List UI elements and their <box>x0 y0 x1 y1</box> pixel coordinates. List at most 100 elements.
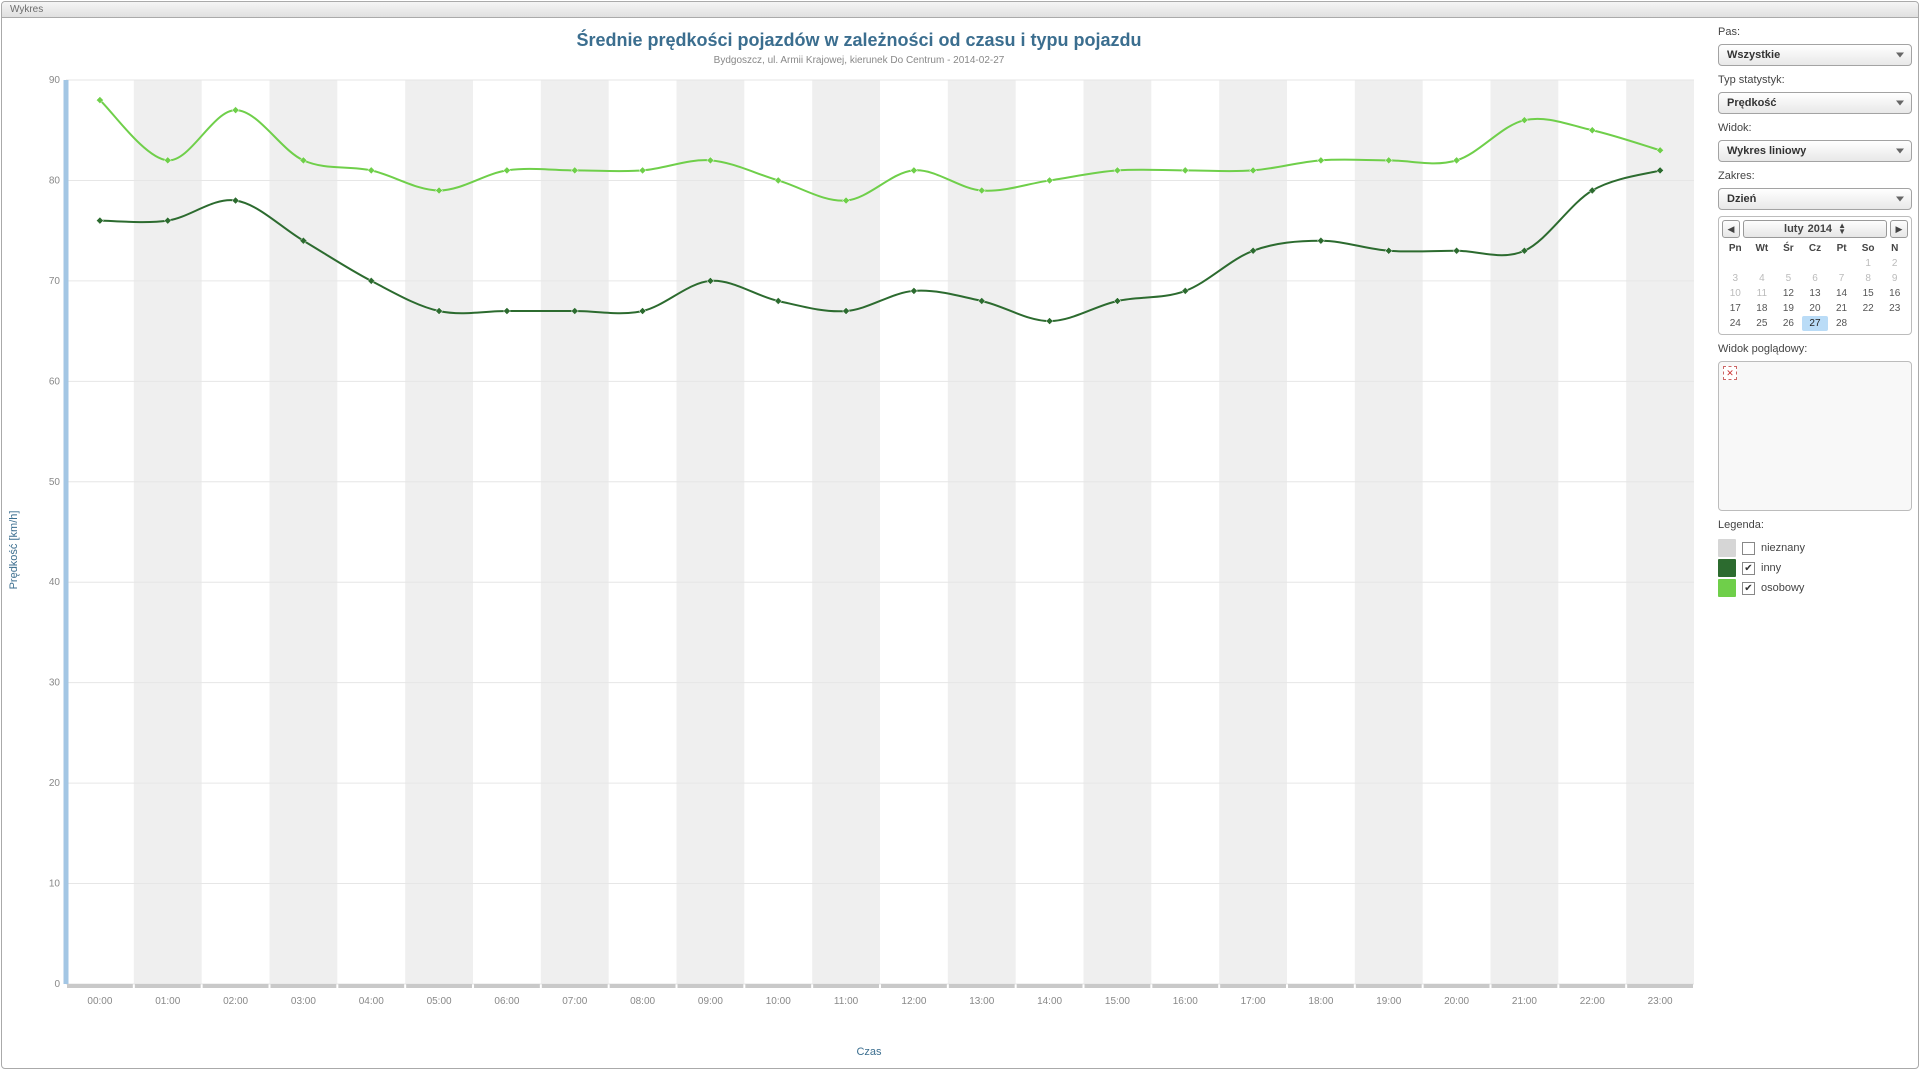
svg-text:20: 20 <box>49 778 61 789</box>
label-typ: Typ statystyk: <box>1718 74 1912 86</box>
svg-text:30: 30 <box>49 678 61 689</box>
label-pas: Pas: <box>1718 26 1912 38</box>
calendar-grid: PnWtŚrCzPtSoN123456789101112131415161718… <box>1722 241 1908 331</box>
select-zakres[interactable]: Dzień <box>1718 188 1912 210</box>
select-typ[interactable]: Prędkość <box>1718 92 1912 114</box>
overview-panel: ✕ <box>1718 361 1912 511</box>
legend-checkbox[interactable]: ✔ <box>1742 582 1755 595</box>
calendar-day-empty <box>1722 256 1749 271</box>
legend-item[interactable]: ✔ osobowy <box>1718 579 1912 597</box>
svg-text:03:00: 03:00 <box>291 996 316 1007</box>
svg-text:09:00: 09:00 <box>698 996 723 1007</box>
calendar-dow: Pt <box>1828 241 1855 256</box>
select-widok[interactable]: Wykres liniowy <box>1718 140 1912 162</box>
svg-text:20:00: 20:00 <box>1444 996 1469 1007</box>
legend-checkbox[interactable] <box>1742 542 1755 555</box>
svg-text:80: 80 <box>49 175 61 186</box>
legend-label: osobowy <box>1761 582 1804 594</box>
calendar-day[interactable]: 24 <box>1722 316 1749 331</box>
svg-text:17:00: 17:00 <box>1241 996 1266 1007</box>
line-chart: 010203040506070809000:0001:0002:0003:000… <box>38 76 1700 1012</box>
calendar-day-empty <box>1802 256 1829 271</box>
chart-window: Wykres Średnie prędkości pojazdów w zale… <box>1 1 1919 1069</box>
y-axis-title: Prędkość [km/h] <box>8 511 20 590</box>
chart-panel: Średnie prędkości pojazdów w zależności … <box>8 24 1710 1062</box>
window-tab[interactable]: Wykres <box>2 2 1918 18</box>
calendar-day-empty <box>1775 256 1802 271</box>
svg-text:50: 50 <box>49 477 61 488</box>
legend-item[interactable]: ✔ inny <box>1718 559 1912 577</box>
svg-text:23:00: 23:00 <box>1648 996 1673 1007</box>
calendar-day[interactable]: 13 <box>1802 286 1829 301</box>
calendar-dow: Śr <box>1775 241 1802 256</box>
legend: nieznany ✔ inny ✔ osobowy <box>1718 537 1912 599</box>
calendar-day[interactable]: 4 <box>1749 271 1776 286</box>
calendar-prev-button[interactable]: ◀ <box>1722 220 1740 238</box>
legend-label: inny <box>1761 562 1781 574</box>
svg-text:10:00: 10:00 <box>766 996 791 1007</box>
window-tab-label: Wykres <box>10 4 43 15</box>
label-zakres: Zakres: <box>1718 170 1912 182</box>
calendar-day[interactable]: 20 <box>1802 301 1829 316</box>
calendar-day[interactable]: 6 <box>1802 271 1829 286</box>
calendar-day[interactable]: 28 <box>1828 316 1855 331</box>
svg-text:01:00: 01:00 <box>155 996 180 1007</box>
calendar-day[interactable]: 16 <box>1881 286 1908 301</box>
calendar-day[interactable]: 17 <box>1722 301 1749 316</box>
svg-text:22:00: 22:00 <box>1580 996 1605 1007</box>
svg-text:70: 70 <box>49 276 61 287</box>
legend-item[interactable]: nieznany <box>1718 539 1912 557</box>
calendar-day[interactable]: 23 <box>1881 301 1908 316</box>
svg-text:21:00: 21:00 <box>1512 996 1537 1007</box>
chart-title: Średnie prędkości pojazdów w zależności … <box>8 30 1710 51</box>
calendar-year: 2014 <box>1808 223 1832 235</box>
select-pas[interactable]: Wszystkie <box>1718 44 1912 66</box>
svg-text:12:00: 12:00 <box>901 996 926 1007</box>
calendar-day[interactable]: 9 <box>1881 271 1908 286</box>
svg-text:07:00: 07:00 <box>562 996 587 1007</box>
calendar-day[interactable]: 7 <box>1828 271 1855 286</box>
calendar-day[interactable]: 25 <box>1749 316 1776 331</box>
label-legend: Legenda: <box>1718 519 1912 531</box>
calendar-day[interactable]: 18 <box>1749 301 1776 316</box>
svg-text:90: 90 <box>49 76 61 86</box>
content: Średnie prędkości pojazdów w zależności … <box>2 18 1918 1068</box>
chart-body: Prędkość [km/h] 010203040506070809000:00… <box>38 76 1700 1012</box>
calendar-day[interactable]: 12 <box>1775 286 1802 301</box>
svg-text:0: 0 <box>54 979 60 990</box>
calendar-day[interactable]: 5 <box>1775 271 1802 286</box>
chart-subtitle: Bydgoszcz, ul. Armii Krajowej, kierunek … <box>8 55 1710 66</box>
calendar-day[interactable]: 10 <box>1722 286 1749 301</box>
calendar-day-empty <box>1828 256 1855 271</box>
calendar-day[interactable]: 3 <box>1722 271 1749 286</box>
svg-text:60: 60 <box>49 376 61 387</box>
calendar-dow: Wt <box>1749 241 1776 256</box>
calendar-day[interactable]: 11 <box>1749 286 1776 301</box>
calendar-day[interactable]: 8 <box>1855 271 1882 286</box>
calendar-day[interactable]: 22 <box>1855 301 1882 316</box>
calendar-day[interactable]: 19 <box>1775 301 1802 316</box>
calendar-day[interactable]: 26 <box>1775 316 1802 331</box>
svg-text:02:00: 02:00 <box>223 996 248 1007</box>
legend-swatch <box>1718 539 1736 557</box>
svg-text:08:00: 08:00 <box>630 996 655 1007</box>
svg-text:04:00: 04:00 <box>359 996 384 1007</box>
calendar-dow: N <box>1881 241 1908 256</box>
svg-text:05:00: 05:00 <box>427 996 452 1007</box>
calendar-day[interactable]: 1 <box>1855 256 1882 271</box>
x-axis-title: Czas <box>38 1046 1700 1058</box>
label-overview: Widok poglądowy: <box>1718 343 1912 355</box>
calendar-day[interactable]: 14 <box>1828 286 1855 301</box>
calendar-day[interactable]: 27 <box>1802 316 1829 331</box>
svg-text:14:00: 14:00 <box>1037 996 1062 1007</box>
calendar-day[interactable]: 15 <box>1855 286 1882 301</box>
calendar-dow: Pn <box>1722 241 1749 256</box>
broken-image-icon: ✕ <box>1723 366 1737 380</box>
calendar-title[interactable]: luty 2014 ▲▼ <box>1743 220 1887 238</box>
calendar-day[interactable]: 21 <box>1828 301 1855 316</box>
calendar-next-button[interactable]: ▶ <box>1890 220 1908 238</box>
legend-swatch <box>1718 579 1736 597</box>
legend-checkbox[interactable]: ✔ <box>1742 562 1755 575</box>
svg-text:11:00: 11:00 <box>834 996 859 1007</box>
calendar-day[interactable]: 2 <box>1881 256 1908 271</box>
